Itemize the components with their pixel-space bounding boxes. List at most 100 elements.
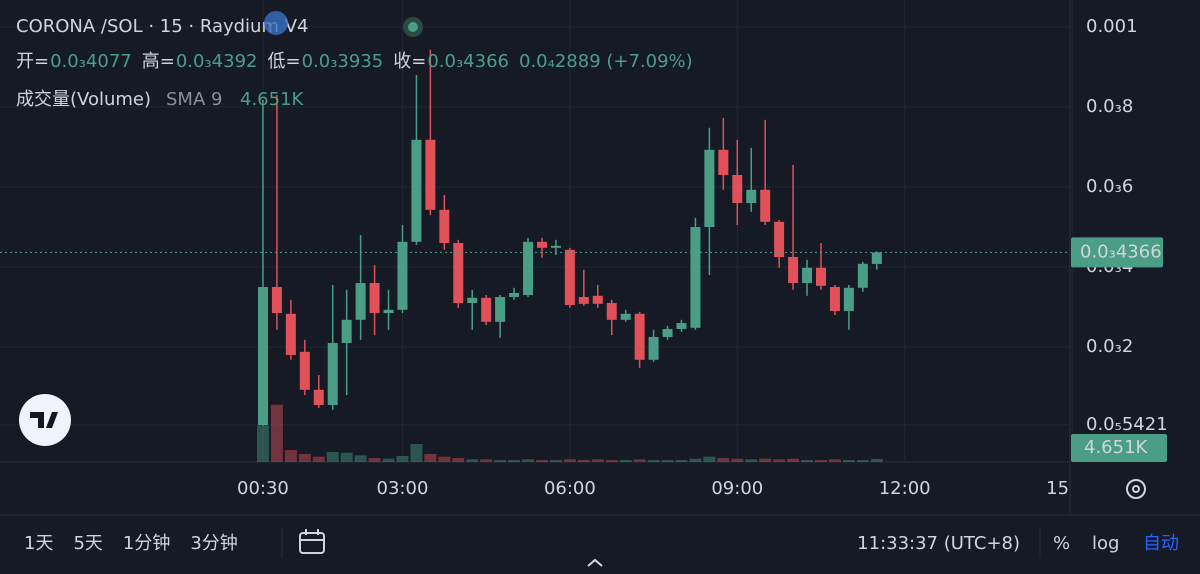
volume-bar <box>842 460 855 462</box>
legend-change: 0.0₄2889 (+7.09%) <box>519 51 693 72</box>
candle-body <box>662 329 673 337</box>
candle-body <box>411 139 422 242</box>
x-tick-label: 15:00 <box>1046 478 1098 499</box>
candle-body <box>676 323 687 329</box>
legend-value: 0.0₃4392 <box>176 51 258 72</box>
volume-bar <box>438 456 451 462</box>
volume-bar <box>703 456 716 462</box>
volume-bar <box>563 459 576 462</box>
volume-bar <box>731 458 744 462</box>
candle-body <box>509 293 520 297</box>
volume-bar <box>284 450 297 462</box>
scale-button[interactable]: % <box>1053 533 1070 554</box>
volume-bar <box>340 452 353 462</box>
x-tick-label: 06:00 <box>544 478 596 499</box>
last-price-box <box>1071 237 1163 268</box>
volume-bar <box>633 459 646 462</box>
volume-bar <box>326 452 339 462</box>
volume-bar <box>814 460 827 462</box>
volume-bar <box>256 425 269 462</box>
volume-box <box>1071 434 1167 462</box>
candle-body <box>467 297 478 303</box>
candle-body <box>425 139 436 210</box>
timeframe-button[interactable]: 1天 <box>24 533 53 554</box>
candle-body <box>453 243 464 303</box>
volume-bar <box>396 456 409 462</box>
timeframe-button[interactable]: 5天 <box>73 533 102 554</box>
volume-bar <box>856 460 869 462</box>
volume-bar <box>535 460 548 462</box>
status-dot <box>408 22 418 32</box>
volume-axis-label: 4.651K <box>1084 437 1149 458</box>
y-tick-label: 0.001 <box>1086 16 1138 37</box>
volume-bar <box>828 459 841 462</box>
legend-value: 0.0₃4366 <box>427 51 509 72</box>
volume-bar <box>870 458 883 462</box>
candle-body <box>857 263 868 288</box>
candle-body <box>369 283 380 313</box>
toolbar: 1天 5天 1分钟 3分钟 11:33:37 (UTC+8)% log 自动 <box>24 533 1179 554</box>
x-tick-label: 09:00 <box>711 478 763 499</box>
candle-body <box>327 343 338 405</box>
volume-bar <box>689 458 702 462</box>
logo-mark <box>30 412 58 428</box>
legend-value: 0.0₃4077 <box>50 51 132 72</box>
candle-body <box>536 241 547 248</box>
timeframe-button[interactable]: 1分钟 <box>123 533 170 554</box>
calendar-icon[interactable] <box>299 529 325 554</box>
volume-bar <box>410 444 423 462</box>
candle-body <box>774 221 785 257</box>
timeframe-button[interactable]: 3分钟 <box>190 533 237 554</box>
candle-body <box>341 319 352 343</box>
logo[interactable] <box>19 394 71 446</box>
volume-bar <box>549 460 562 462</box>
settings-icon[interactable] <box>1126 479 1146 499</box>
volume-bar <box>773 459 786 462</box>
expand-chevron[interactable] <box>587 558 603 567</box>
y-tick-label: 0.0₃2 <box>1086 336 1133 357</box>
volume-bar <box>298 454 311 462</box>
legend-key: 收= <box>393 51 426 72</box>
exchange-icon <box>264 11 288 35</box>
candle-body <box>564 249 575 305</box>
clock: 11:33:37 (UTC+8) <box>857 533 1020 554</box>
candle-body <box>718 149 729 175</box>
scale-button[interactable]: 自动 <box>1143 533 1179 554</box>
candle-body <box>495 297 506 322</box>
x-axis: 00:30 03:00 06:00 09:00 12:00 15:00 <box>237 478 1098 499</box>
candle-body <box>271 287 282 313</box>
volume-value: 4.651K <box>240 89 305 110</box>
legend-key: 高= <box>142 51 175 72</box>
candle-body <box>760 189 771 222</box>
candle-body <box>523 241 534 295</box>
volume-bar <box>508 460 521 462</box>
x-tick-label: 03:00 <box>377 478 429 499</box>
volume-bar <box>801 460 814 462</box>
candle-body <box>871 252 882 264</box>
volume-bar <box>605 460 618 462</box>
ohlc-legend: 开= 0.0₃4077 高= 0.0₃4392 低= 0.0₃3935 收= 0.0₃4366… <box>16 51 693 72</box>
volume-bar <box>368 458 381 462</box>
candle-body <box>620 313 631 320</box>
y-tick-label: 0.0₃8 <box>1086 96 1133 117</box>
candle-body <box>439 209 450 243</box>
plot-area <box>0 0 1073 462</box>
candle-body <box>788 257 799 283</box>
chart-title: CORONA /SOL · 15 · Raydium V4 <box>16 16 308 37</box>
candle-body <box>648 337 659 360</box>
volume-bar <box>354 455 367 462</box>
candle-body <box>690 227 701 328</box>
volume-bar <box>591 459 604 462</box>
candle-body <box>550 245 561 248</box>
candle-body <box>606 303 617 320</box>
candle-body <box>481 297 492 322</box>
candle-body <box>285 313 296 355</box>
scale-button[interactable]: log <box>1092 533 1119 554</box>
volume-title: 成交量(Volume) <box>16 89 151 110</box>
candle-body <box>746 189 757 203</box>
volume-bar <box>717 458 730 462</box>
legend-key: 低= <box>268 51 301 72</box>
candle-body <box>732 175 743 203</box>
